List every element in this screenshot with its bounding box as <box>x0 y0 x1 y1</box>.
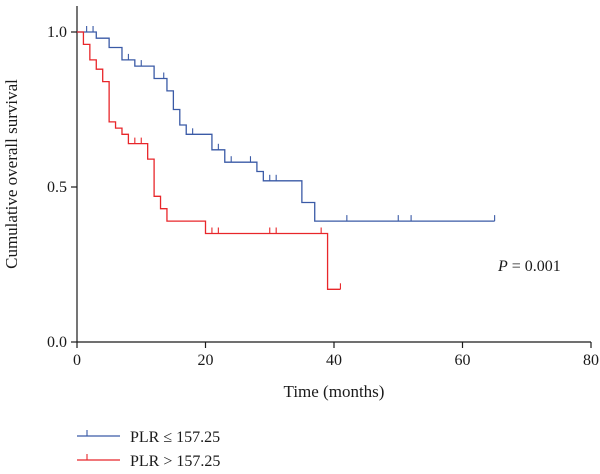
legend-label: PLR ≤ 157.25 <box>130 429 220 446</box>
series-layer <box>77 26 496 290</box>
legend-label: PLR > 157.25 <box>130 453 220 470</box>
y-tick-label: 0.0 <box>47 334 67 351</box>
x-axis-title: Time (months) <box>284 382 385 401</box>
y-tick-label: 1.0 <box>47 24 67 41</box>
legend-item: PLR ≤ 157.25 <box>77 429 220 446</box>
series-2 <box>77 31 341 290</box>
x-tick-label: 0 <box>73 352 81 369</box>
axis-ticks: 0 20 40 60 80 0.0 0.5 1.0 <box>47 24 599 369</box>
legend: PLR ≤ 157.25 PLR > 157.25 <box>77 429 220 470</box>
x-tick-label: 20 <box>198 352 214 369</box>
series-1 <box>77 26 496 222</box>
x-tick-label: 40 <box>326 352 342 369</box>
p-value-symbol: P <box>497 258 508 275</box>
p-value-annotation: P = 0.001 <box>497 258 561 275</box>
x-tick-label: 80 <box>583 352 599 369</box>
x-tick-label: 60 <box>455 352 471 369</box>
survival-curve <box>77 31 341 290</box>
survival-curve <box>77 31 495 222</box>
legend-item: PLR > 157.25 <box>77 453 220 470</box>
p-value-text: = 0.001 <box>508 258 561 275</box>
y-tick-label: 0.5 <box>47 179 67 196</box>
y-axis-title: Cumulative overall survival <box>2 79 21 269</box>
